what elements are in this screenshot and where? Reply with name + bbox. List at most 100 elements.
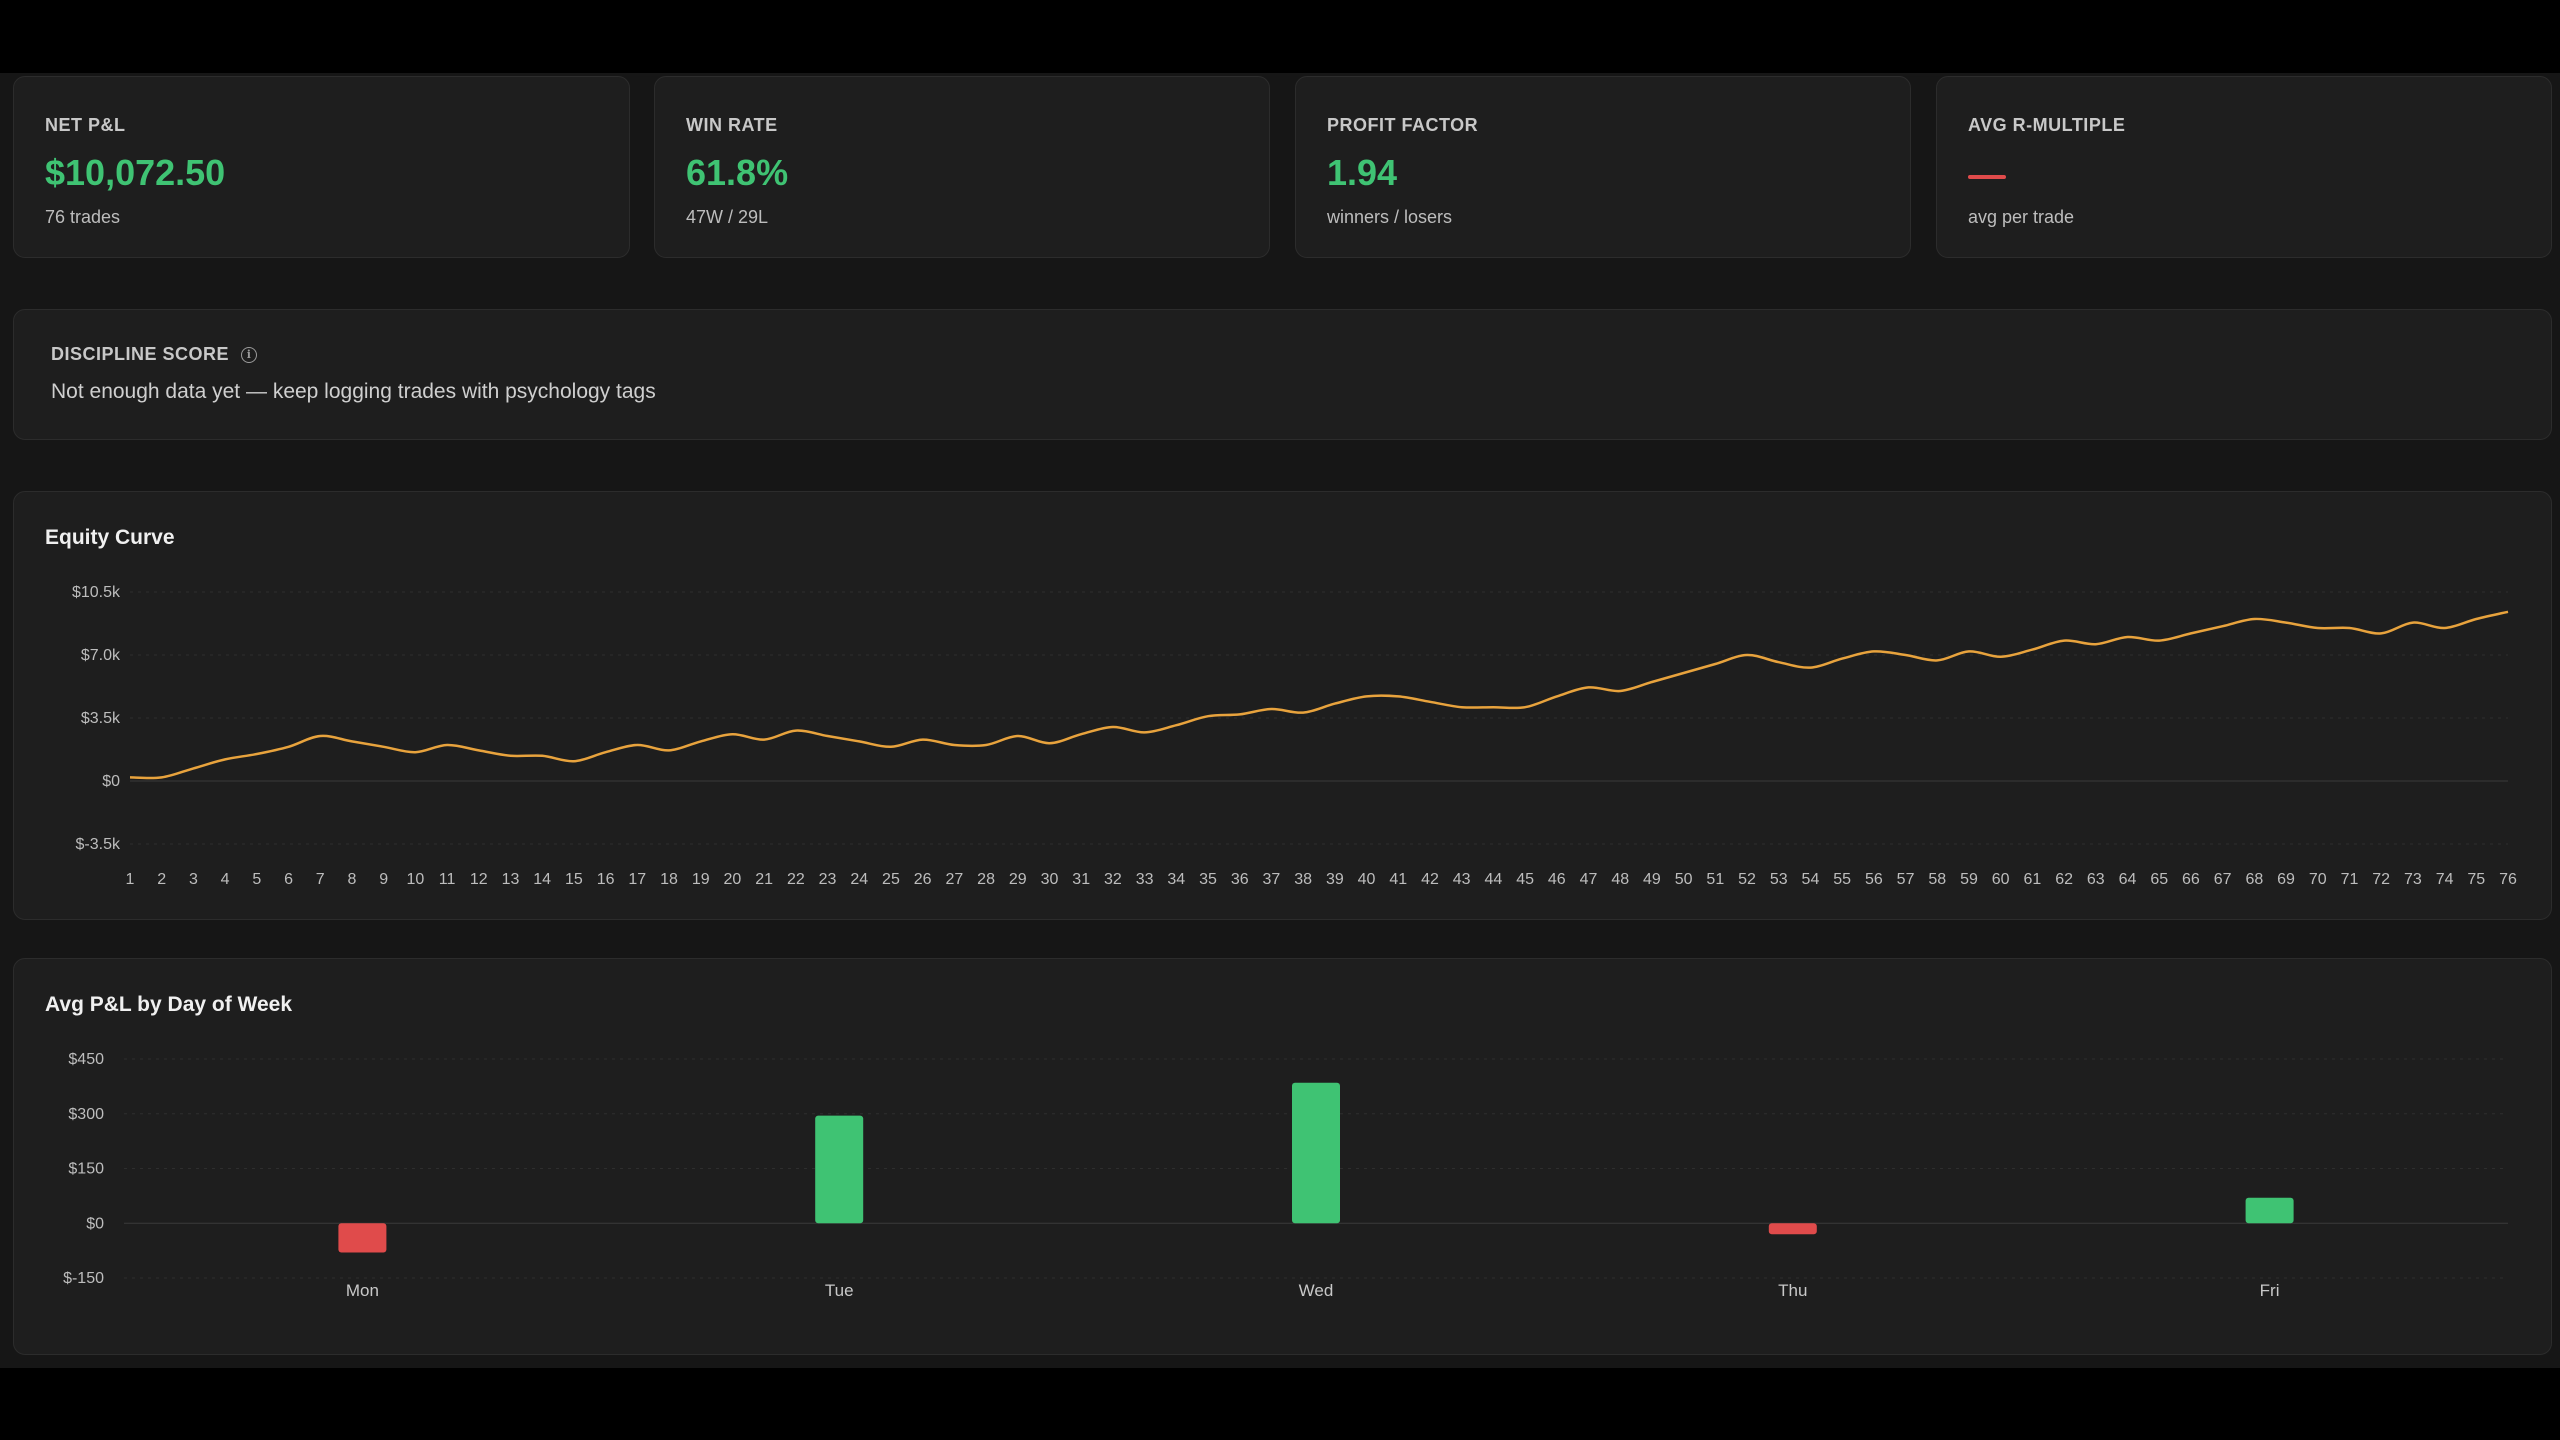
x-tick-label: 66	[2182, 871, 2200, 888]
x-tick-label: 42	[1421, 871, 1439, 888]
y-tick-label: $10.5k	[72, 584, 121, 601]
x-tick-label: 67	[2214, 871, 2232, 888]
x-tick-label: 36	[1231, 871, 1249, 888]
x-tick-label: 45	[1516, 871, 1534, 888]
x-tick-label: 53	[1770, 871, 1788, 888]
x-tick-label: 39	[1326, 871, 1344, 888]
x-tick-label: 43	[1453, 871, 1471, 888]
bar	[2245, 1197, 2294, 1224]
kpi-value: 61.8%	[686, 152, 789, 193]
dow-chart-card: Avg P&L by Day of Week $450 $300 $150 $0 $-1…	[13, 958, 2552, 1355]
x-tick-label: 41	[1389, 871, 1407, 888]
x-tick-label: 70	[2309, 871, 2327, 888]
x-tick-label: 46	[1548, 871, 1566, 888]
equity-curve-card: Equity Curve $10.5k $7.0k $3.5k $0 $-3.5k 1 2 3…	[13, 491, 2552, 920]
x-tick-label: 1	[126, 871, 135, 888]
x-tick-label: 20	[724, 871, 742, 888]
bar	[1768, 1223, 1817, 1235]
y-tick-label: $450	[68, 1051, 104, 1068]
x-tick-label: 55	[1833, 871, 1851, 888]
x-tick-label: 64	[2119, 871, 2137, 888]
x-tick-label: 63	[2087, 871, 2105, 888]
dashboard: NET P&L $10,072.50 76 trades WIN RATE 61…	[0, 73, 2560, 1368]
x-tick-label: Tue	[825, 1281, 854, 1300]
x-tick-label: 75	[2467, 871, 2485, 888]
x-tick-label: Mon	[346, 1281, 379, 1300]
kpi-card-net-pnl: NET P&L $10,072.50 76 trades	[13, 76, 630, 258]
x-tick-label: 18	[660, 871, 678, 888]
x-tick-label: 23	[819, 871, 837, 888]
x-tick-label: 4	[221, 871, 230, 888]
x-tick-label: 5	[252, 871, 261, 888]
x-tick-label: 15	[565, 871, 583, 888]
bar	[338, 1223, 387, 1253]
x-tick-label: 6	[284, 871, 293, 888]
x-tick-label: 54	[1802, 871, 1820, 888]
x-tick-label: 65	[2150, 871, 2168, 888]
kpi-value: 1.94	[1327, 152, 1398, 193]
y-tick-label: $-3.5k	[76, 836, 121, 853]
kpi-label: WIN RATE	[686, 115, 778, 135]
x-tick-label: 49	[1643, 871, 1661, 888]
y-tick-label: $7.0k	[81, 647, 121, 664]
x-tick-label: 11	[439, 871, 456, 888]
dow-chart-title: Avg P&L by Day of Week	[45, 993, 293, 1016]
x-tick-label: 60	[1992, 871, 2010, 888]
discipline-score-card: DISCIPLINE SCORE i Not enough data yet —…	[13, 309, 2552, 440]
x-tick-label: 76	[2499, 871, 2517, 888]
x-tick-label: 68	[2245, 871, 2263, 888]
kpi-card-avg-r-multiple: AVG R-MULTIPLE avg per trade	[1936, 76, 2552, 258]
equity-line	[129, 610, 2509, 780]
x-tick-label: 14	[533, 871, 551, 888]
kpi-card-win-rate: WIN RATE 61.8% 47W / 29L	[654, 76, 1270, 258]
x-tick-label: 8	[347, 871, 356, 888]
discipline-score-header: DISCIPLINE SCORE i	[51, 344, 258, 365]
x-tick-label: 71	[2341, 871, 2359, 888]
kpi-card-profit-factor: PROFIT FACTOR 1.94 winners / losers	[1295, 76, 1911, 258]
y-tick-label: $-150	[63, 1270, 104, 1287]
x-tick-label: 27	[945, 871, 963, 888]
x-tick-label: 3	[189, 871, 198, 888]
bar	[1292, 1082, 1340, 1224]
discipline-score-label: DISCIPLINE SCORE	[51, 344, 230, 364]
x-tick-label: 37	[1263, 871, 1281, 888]
x-tick-label: 26	[914, 871, 932, 888]
x-tick-label: 29	[1009, 871, 1027, 888]
x-tick-label: 58	[1928, 871, 1946, 888]
no-value-dash	[1968, 175, 2006, 179]
kpi-value: $10,072.50	[45, 152, 226, 193]
x-tick-label: 35	[1199, 871, 1217, 888]
y-tick-label: $0	[86, 1215, 104, 1232]
x-tick-label: 30	[1041, 871, 1059, 888]
x-tick-label: 56	[1865, 871, 1883, 888]
x-tick-label: 31	[1072, 871, 1090, 888]
x-tick-label: 16	[597, 871, 615, 888]
info-icon[interactable]: i	[241, 346, 258, 363]
discipline-message: Not enough data yet — keep logging trade…	[51, 380, 656, 403]
x-tick-label: 34	[1167, 871, 1185, 888]
x-tick-label: 69	[2277, 871, 2295, 888]
kpi-sub: 76 trades	[45, 207, 121, 227]
x-tick-label: 74	[2436, 871, 2454, 888]
equity-curve-chart: $10.5k$7.0k$3.5k$0$-3.5k1 2 3 4 5 6 7 8 9 10 11 12 1…	[72, 584, 2517, 888]
x-tick-label: 17	[628, 871, 646, 888]
kpi-sub: 47W / 29L	[686, 207, 769, 227]
x-tick-label: 50	[1675, 871, 1693, 888]
x-tick-label: 28	[977, 871, 995, 888]
x-tick-label: 33	[1136, 871, 1154, 888]
x-tick-label: 10	[406, 871, 424, 888]
x-tick-label: 73	[2404, 871, 2422, 888]
x-tick-label: 21	[755, 871, 773, 888]
bar	[815, 1115, 864, 1224]
x-tick-label: 52	[1738, 871, 1756, 888]
x-tick-label: 22	[787, 871, 805, 888]
x-tick-label: 38	[1294, 871, 1312, 888]
y-tick-label: $3.5k	[81, 710, 121, 727]
y-tick-label: $0	[102, 773, 120, 790]
x-tick-label: 62	[2055, 871, 2073, 888]
x-tick-label: 13	[502, 871, 520, 888]
x-tick-label: 44	[1484, 871, 1502, 888]
x-tick-label: 61	[2024, 871, 2042, 888]
x-tick-label: 32	[1104, 871, 1122, 888]
x-tick-label: Wed	[1299, 1281, 1334, 1300]
